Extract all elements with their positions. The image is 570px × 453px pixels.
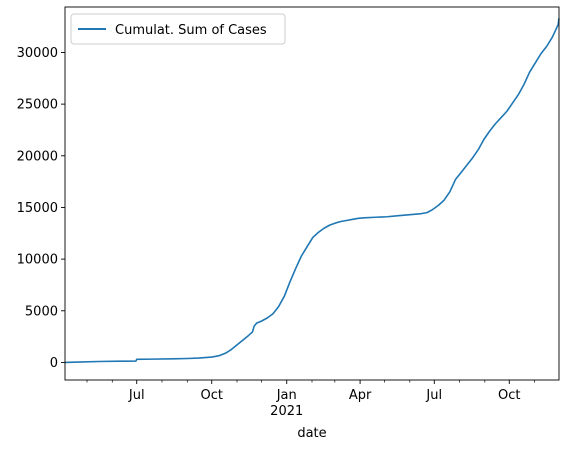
x-axis-label: date [297,426,326,441]
legend-label: Cumulat. Sum of Cases [115,23,267,38]
y-tick-label: 20000 [17,149,58,164]
x-year-label: 2021 [270,404,303,419]
y-tick-label: 15000 [17,201,58,216]
x-tick-label: Apr [349,388,372,403]
y-tick-label: 30000 [17,46,58,61]
series-lines [64,18,560,364]
y-tick-label: 5000 [25,304,58,319]
legend-box [70,13,286,45]
x-tick-label: Jul [425,388,442,403]
axes-frame [64,6,560,381]
x-tick-label: Jul [128,388,145,403]
y-tick-label: 25000 [17,98,58,113]
x-axis-ticks: Jul Oct Jan Apr Jul Oct 2021 [86,380,535,419]
series-line-0 [64,18,560,364]
x-tick-label: Jan [276,388,297,403]
x-tick-label: Oct [498,388,520,403]
legend: Cumulat. Sum of Cases [70,13,286,45]
y-axis-ticks: 0 5000 10000 15000 20000 25000 30000 [17,46,65,371]
y-tick-label: 10000 [17,253,58,268]
x-tick-label: Oct [200,388,222,403]
y-tick-label: 0 [50,356,58,371]
